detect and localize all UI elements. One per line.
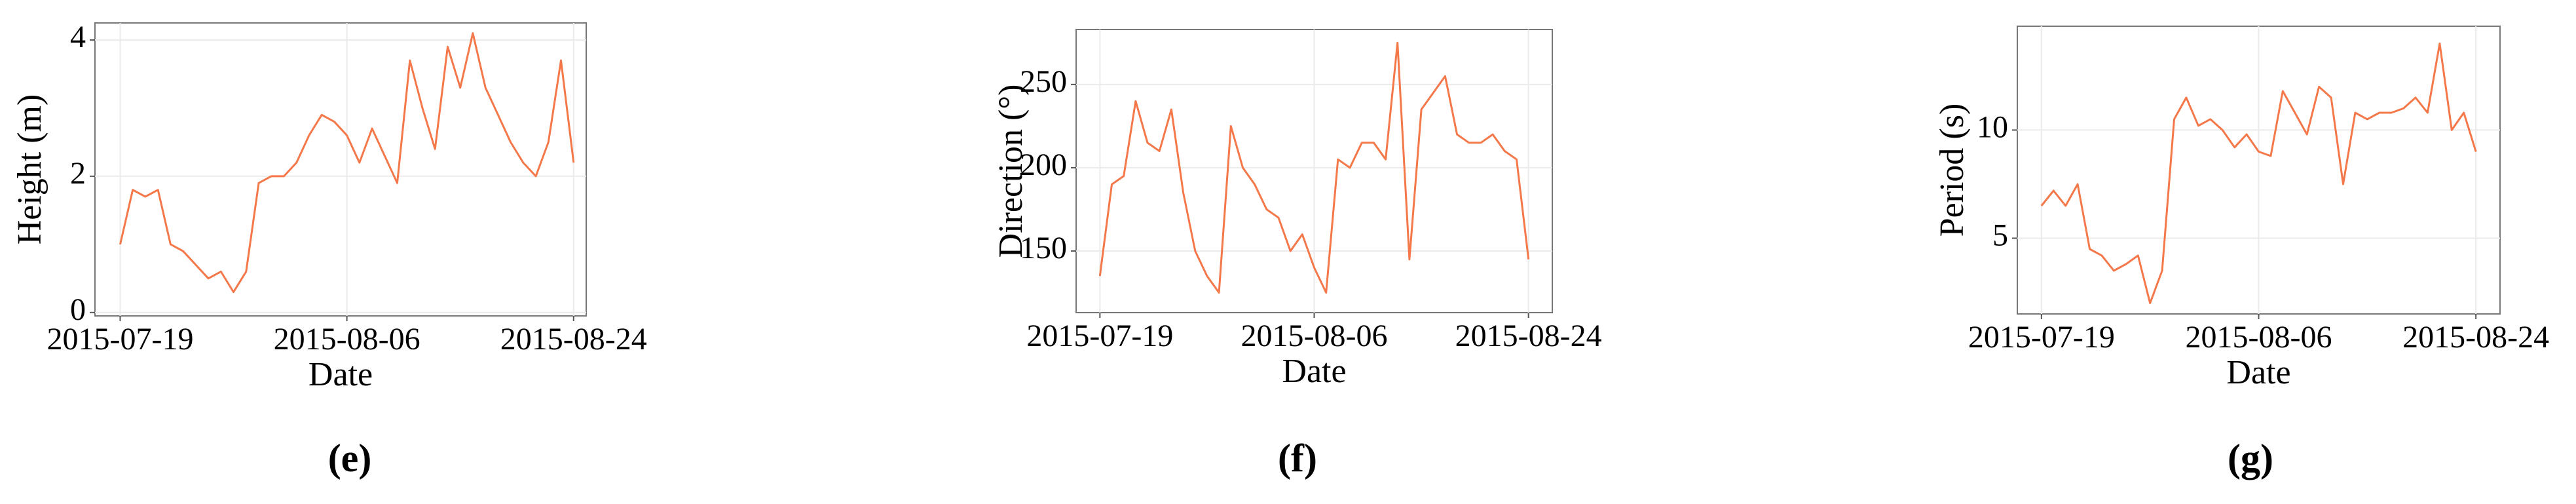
data-line [2040, 42, 2477, 304]
x-tick-label: 2015-08-24 [1455, 319, 1602, 353]
y-tick-label: 2 [70, 156, 86, 191]
y-axis-label: Height (m) [11, 94, 48, 245]
y-tick-label: 250 [1020, 64, 1067, 99]
x-axis-label: Date [308, 356, 373, 393]
y-tick-label: 4 [70, 20, 86, 54]
y-tick-label: 10 [1977, 109, 2008, 144]
x-tick-label: 2015-08-24 [2402, 320, 2549, 355]
y-tick-label: 150 [1020, 231, 1067, 265]
y-axis-label: Period (s) [1933, 104, 1971, 237]
x-tick-label: 2015-08-06 [1241, 319, 1388, 353]
x-tick-label: 2015-07-19 [47, 322, 193, 357]
y-tick-label: 200 [1020, 147, 1067, 182]
x-tick-label: 2015-08-06 [2186, 320, 2332, 355]
y-tick-label: 5 [1992, 218, 2008, 252]
x-tick-label: 2015-08-06 [274, 322, 420, 357]
plot-area [94, 22, 587, 317]
x-axis-label: Date [1282, 353, 1346, 390]
x-tick-label: 2015-07-19 [1968, 320, 2115, 355]
x-axis-label: Date [2226, 354, 2290, 391]
data-line [119, 32, 575, 294]
y-tick-label: 0 [70, 292, 86, 327]
caption: (e) [328, 436, 372, 480]
x-tick-label: 2015-08-24 [500, 322, 647, 357]
y-axis-label: Direction (°) [992, 85, 1030, 258]
caption: (g) [2228, 436, 2273, 480]
data-line [1098, 41, 1530, 294]
x-tick-label: 2015-07-19 [1026, 319, 1173, 353]
caption: (f) [1278, 436, 1317, 480]
